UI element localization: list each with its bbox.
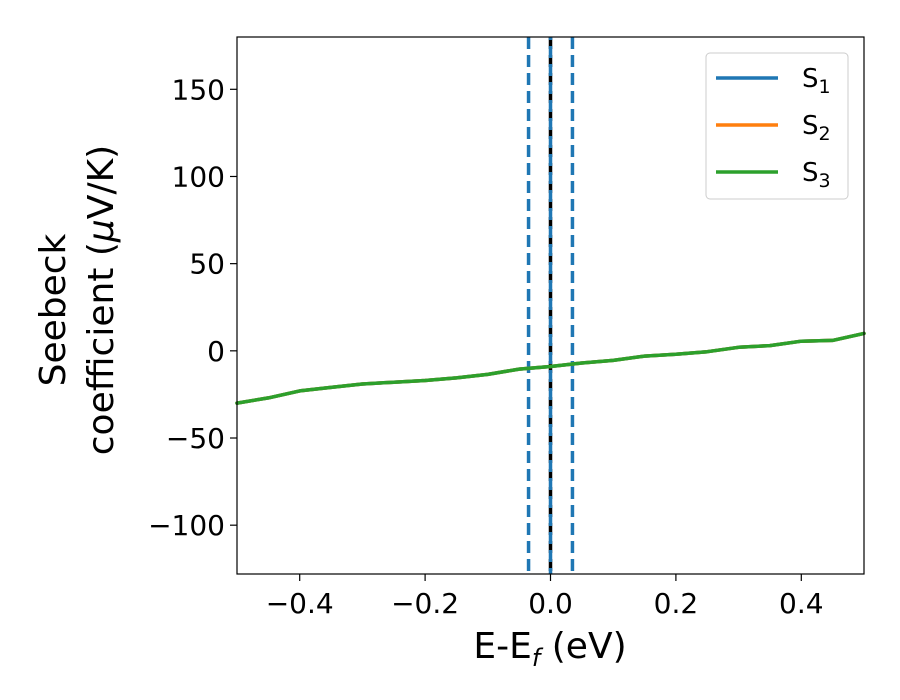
x-axis-title: E-Ef (eV) bbox=[473, 626, 626, 672]
y-tick-label: 0 bbox=[207, 335, 225, 368]
x-axis-ticks: −0.4 −0.2 0.0 0.2 0.4 bbox=[266, 574, 824, 620]
x-tick-label: −0.2 bbox=[391, 587, 459, 620]
y-tick-label: 100 bbox=[172, 160, 225, 193]
legend-label-S2: S2 bbox=[802, 111, 831, 145]
y-axis-title-line2: coefficient (μV/K) bbox=[81, 145, 122, 455]
x-tick-label: −0.4 bbox=[266, 587, 334, 620]
legend: S1 S2 S3 bbox=[705, 52, 849, 200]
x-tick-label: 0.4 bbox=[779, 587, 824, 620]
vertical-reference-lines bbox=[526, 37, 575, 574]
y-tick-label: 50 bbox=[189, 248, 225, 281]
y-axis-title-line1: Seebeck bbox=[33, 233, 74, 386]
x-tick-label: 0.0 bbox=[528, 587, 573, 620]
x-tick-label: 0.2 bbox=[654, 587, 699, 620]
y-tick-label: 150 bbox=[172, 73, 225, 106]
series-lines bbox=[235, 331, 866, 405]
legend-label-S1: S1 bbox=[802, 64, 831, 98]
y-tick-label: −50 bbox=[166, 422, 225, 455]
y-axis-ticks: −100 −50 0 50 100 150 bbox=[148, 73, 237, 542]
legend-label-S3: S3 bbox=[802, 158, 831, 192]
series-line-S3 bbox=[235, 331, 866, 405]
y-tick-label: −100 bbox=[148, 509, 225, 542]
